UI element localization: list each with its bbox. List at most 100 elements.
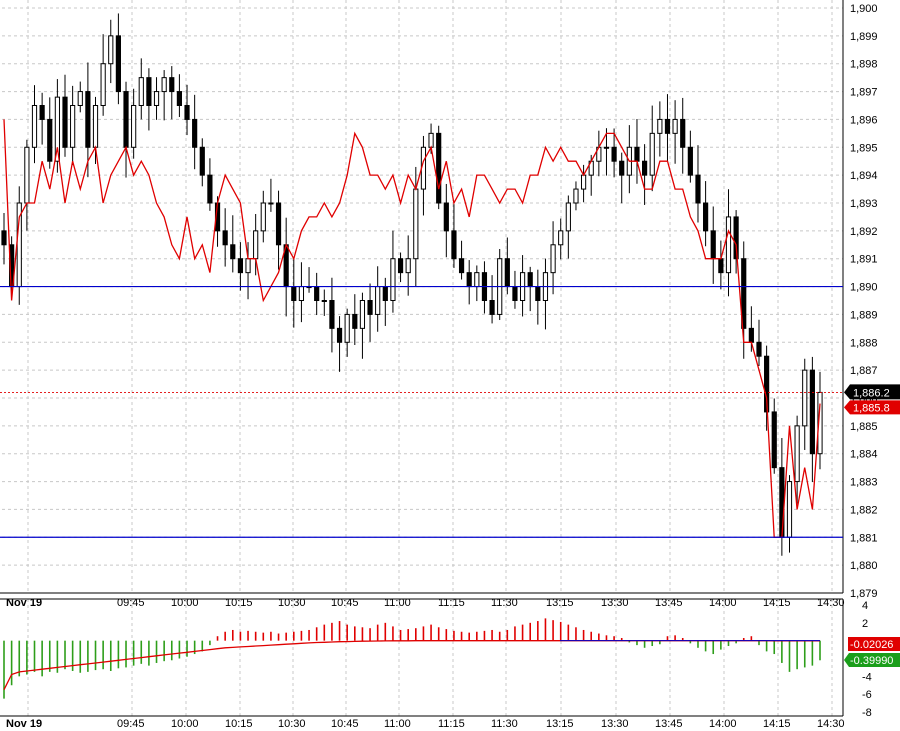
candle-body bbox=[184, 105, 190, 120]
candle-body bbox=[62, 96, 68, 148]
last-price-tag: 1,886.2 bbox=[844, 384, 900, 400]
osc-x-tick-label: 14:30 bbox=[817, 718, 845, 730]
candle-body bbox=[718, 258, 724, 274]
candle-body bbox=[1, 230, 7, 246]
price-panel: 1,879 1,880 1,881 1,882 1,883 1,884 1,885 1,886… bbox=[0, 0, 900, 609]
price-y-tick-label: 1,897 bbox=[850, 87, 878, 99]
signal-value-tag-shape bbox=[848, 637, 900, 651]
candle-body bbox=[802, 369, 808, 427]
candle-body bbox=[458, 258, 465, 274]
candle-body bbox=[85, 91, 91, 148]
candle-body bbox=[527, 272, 533, 288]
histogram-value-tag: -0.39990 bbox=[844, 653, 900, 667]
candle-body bbox=[321, 300, 327, 302]
candle-body bbox=[695, 174, 701, 204]
last-price-tag-text: 1,886.2 bbox=[853, 387, 890, 399]
overlay-line bbox=[3, 119, 821, 538]
candle-body bbox=[92, 105, 99, 148]
price-y-tick-label: 1,880 bbox=[850, 560, 878, 572]
price-y-tick-label: 1,894 bbox=[850, 170, 878, 182]
candle-body bbox=[436, 132, 442, 204]
candle-body bbox=[786, 481, 793, 538]
candle-body bbox=[268, 202, 274, 205]
osc-x-axis-labels: Nov 19 09:45 10:00 10:15 10:30 10:45 11:00 11:1… bbox=[6, 718, 845, 730]
price-x-tick-label: 11:30 bbox=[491, 597, 518, 609]
osc-x-tick-label: 11:15 bbox=[438, 718, 465, 730]
price-x-tick-label: 11:15 bbox=[438, 597, 465, 609]
signal-value-tag-text: -0.02026 bbox=[850, 639, 893, 651]
candle-body bbox=[108, 35, 114, 65]
osc-x-tick-label: 13:30 bbox=[601, 718, 629, 730]
price-y-tick-label: 1,890 bbox=[850, 282, 878, 294]
osc-x-tick-label: 13:15 bbox=[546, 718, 574, 730]
candle-body bbox=[390, 258, 396, 302]
candle-body bbox=[123, 91, 129, 148]
candle-body bbox=[54, 96, 60, 162]
candle-body bbox=[222, 230, 228, 246]
price-y-tick-label: 1,883 bbox=[850, 477, 878, 489]
candle-body bbox=[291, 286, 297, 302]
price-x-tick-label: 13:45 bbox=[655, 597, 683, 609]
osc-x-tick-label: 13:45 bbox=[655, 718, 683, 730]
price-y-tick-label: 1,882 bbox=[850, 504, 878, 516]
price-x-tick-label: 14:00 bbox=[709, 597, 737, 609]
candle-body bbox=[794, 425, 800, 483]
candle-body bbox=[512, 286, 518, 302]
price-x-tick-label: 13:30 bbox=[601, 597, 629, 609]
candle-body bbox=[367, 300, 373, 315]
candle-body bbox=[687, 146, 693, 176]
candle-body bbox=[169, 77, 175, 93]
candle-body bbox=[733, 216, 739, 260]
candle-body bbox=[161, 77, 167, 93]
histogram-value-tag-text: -0.39990 bbox=[850, 655, 893, 667]
price-y-tick-label: 1,900 bbox=[850, 3, 878, 15]
price-y-tick-label: 1,879 bbox=[850, 588, 878, 600]
price-y-tick-label: 1,899 bbox=[850, 31, 878, 43]
candle-body bbox=[474, 272, 480, 288]
price-y-tick-label: 1,889 bbox=[850, 309, 878, 321]
candle-body bbox=[611, 146, 617, 162]
candle-body bbox=[329, 300, 335, 329]
candle-body bbox=[70, 105, 76, 148]
candle-body bbox=[489, 300, 495, 315]
candle-body bbox=[336, 327, 343, 343]
candle-body bbox=[748, 327, 754, 343]
candle-body bbox=[275, 202, 282, 246]
candle-body bbox=[565, 202, 571, 232]
osc-x-tick-label: 10:00 bbox=[171, 718, 199, 730]
candle-body bbox=[649, 132, 655, 176]
price-y-tick-label: 1,887 bbox=[850, 365, 878, 377]
candle-body bbox=[100, 63, 106, 106]
candle-body bbox=[413, 188, 419, 260]
candle-body bbox=[756, 341, 762, 357]
price-x-tick-label: 09:45 bbox=[117, 597, 145, 609]
candle-body bbox=[443, 202, 449, 232]
price-x-tick-label: 10:30 bbox=[278, 597, 306, 609]
candle-body bbox=[558, 230, 564, 246]
osc-x-tick-label: 11:00 bbox=[384, 718, 411, 730]
candle-body bbox=[634, 146, 640, 162]
candle-body bbox=[771, 411, 777, 469]
osc-x-tick-label: 14:00 bbox=[709, 718, 737, 730]
price-y-tick-label: 1,885 bbox=[850, 421, 878, 433]
price-x-tick-label: 10:45 bbox=[331, 597, 359, 609]
candle-body bbox=[39, 105, 45, 120]
price-y-tick-label: 1,896 bbox=[850, 114, 878, 126]
candle-body bbox=[657, 118, 663, 134]
candle-body bbox=[138, 77, 144, 107]
candle-body bbox=[47, 118, 53, 162]
candle-body bbox=[573, 188, 579, 204]
candle-body bbox=[176, 91, 182, 106]
candle-body bbox=[24, 146, 30, 204]
price-y-tick-label: 1,884 bbox=[850, 449, 878, 461]
candle-body bbox=[779, 467, 785, 538]
signal-value-tag: -0.02026 bbox=[848, 637, 900, 651]
candle-body bbox=[764, 355, 770, 413]
candle-body bbox=[192, 118, 198, 148]
candle-body bbox=[207, 174, 213, 204]
candle-body bbox=[504, 258, 510, 288]
candle-body bbox=[619, 160, 625, 176]
candle-body bbox=[680, 118, 686, 148]
candle-body bbox=[344, 313, 350, 343]
osc-x-tick-label: 10:30 bbox=[278, 718, 306, 730]
